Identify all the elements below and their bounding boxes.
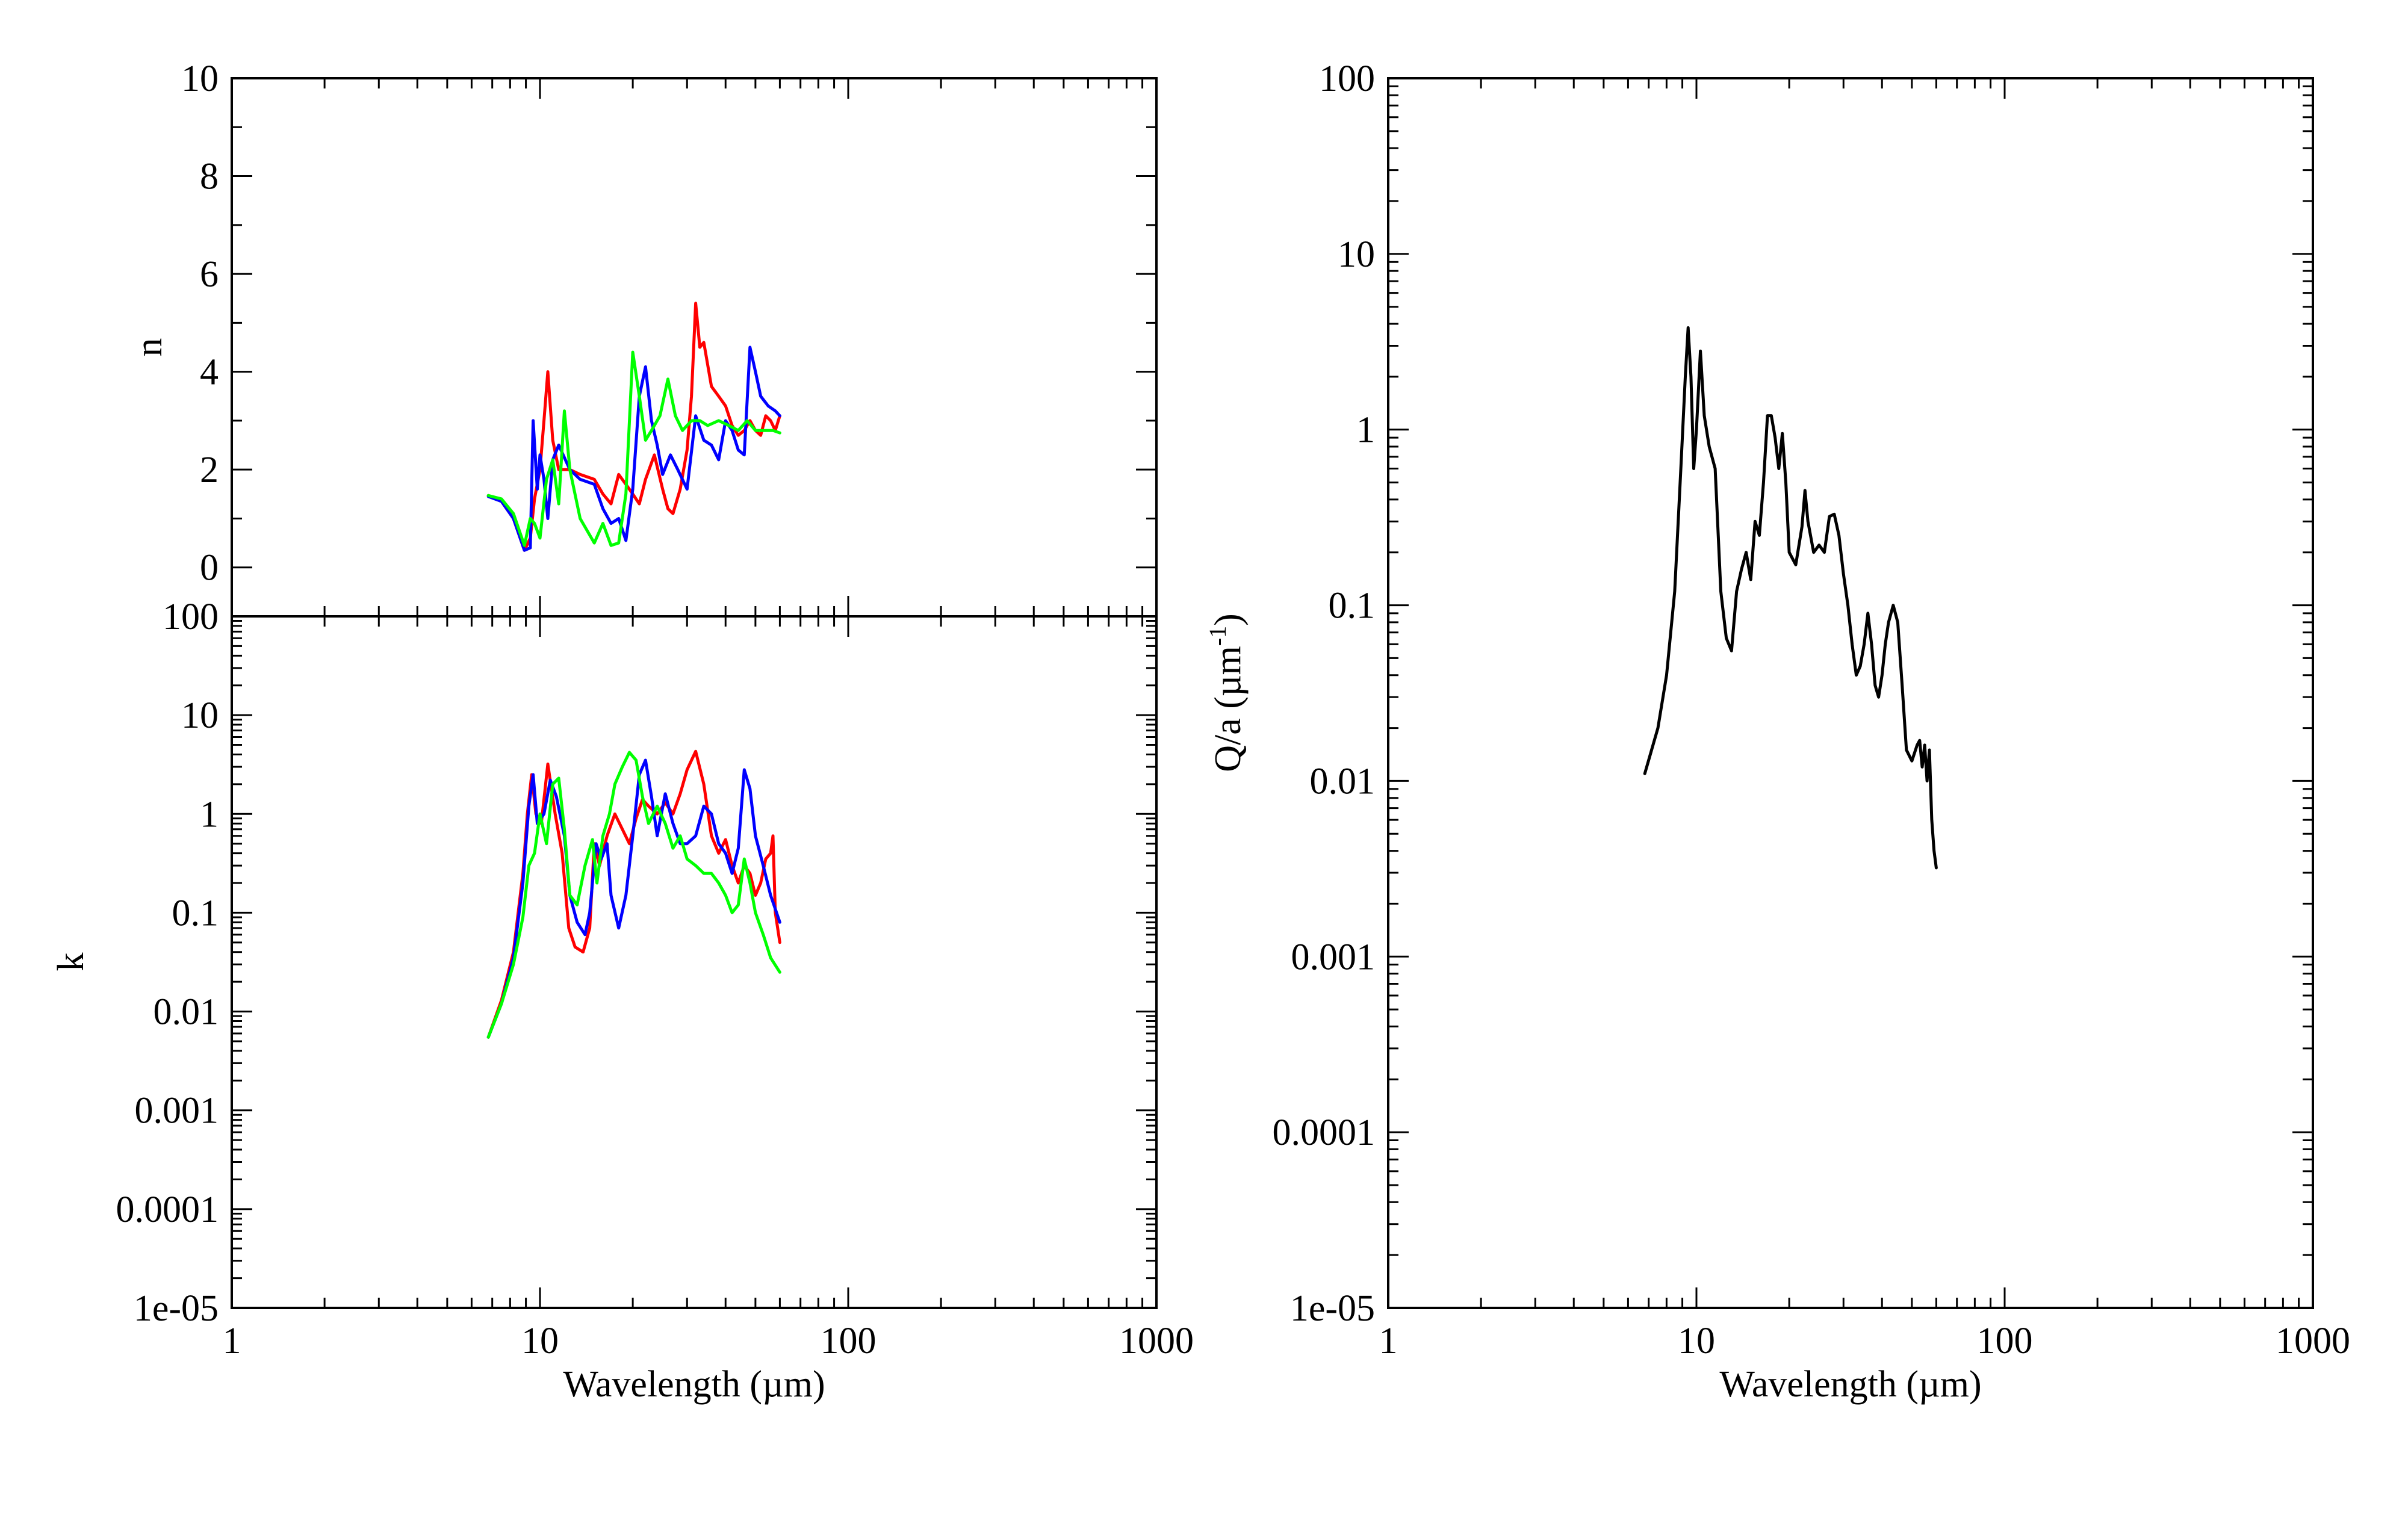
x-tick-label: 1 [1379, 1321, 1398, 1361]
y-tick-label: 1e-05 [134, 1288, 219, 1329]
y-tick-label: 4 [200, 352, 219, 393]
y-tick-label: 1 [200, 794, 219, 835]
x-tick-label: 100 [821, 1321, 877, 1361]
k-panel-frame [231, 615, 1158, 1309]
q-panel: 1 10 100 10001e-050.00010.0010.010.1110100 … [1204, 58, 2350, 1405]
k-panel-tick-labels: 1 10 100 1000 1e-05 0.0001 0.001 0.01 0.1 1 10 100 [116, 596, 1194, 1361]
y-tick-label: 6 [200, 254, 219, 295]
x-tick-label: 10 [521, 1321, 559, 1361]
k-panel: 1 10 100 10001e-050.00010.0010.010.1110100 … [51, 596, 1194, 1405]
k-panel-series-1-line [486, 758, 781, 1039]
y-tick-label: 10 [181, 58, 219, 99]
y-tick-label: 0.001 [1291, 937, 1376, 977]
q-panel-x-axis-label: Wavelength (µm) [1719, 1364, 1981, 1405]
y-tick-label: 1 [1356, 410, 1375, 451]
k-panel-x-axis-label: Wavelength (µm) [563, 1364, 825, 1405]
n-panel-y-axis-label: n [129, 338, 170, 357]
y-tick-label: 0.01 [1310, 761, 1376, 802]
q-panel-tick-labels: 1 10 100 1000 1e-05 0.0001 0.001 0.01 0.1 1 10 100 [1273, 58, 2351, 1361]
k-panel-y-axis-label: k [51, 953, 92, 971]
y-tick-label: 0.0001 [116, 1189, 219, 1230]
y-tick-label: 10 [1338, 234, 1375, 275]
q-panel-series-0-line [1643, 326, 1938, 870]
y-tick-label: 100 [163, 596, 219, 637]
k-panel-ticks [231, 615, 1158, 1309]
q-panel-plot-area [1643, 326, 1938, 870]
x-tick-label: 100 [1977, 1321, 2033, 1361]
n-panel-series-0-line [486, 302, 781, 552]
y-tick-label: 0.001 [135, 1091, 219, 1132]
x-tick-label: 1000 [1119, 1321, 1194, 1361]
y-tick-label: 1e-05 [1290, 1288, 1375, 1329]
q-panel-y-axis-label: Q/a (µm-1) [1204, 613, 1249, 772]
x-tick-label: 1000 [2276, 1321, 2350, 1361]
y-tick-label: 100 [1319, 58, 1375, 99]
n-panel-series-1-line [486, 345, 781, 552]
y-tick-label: 0 [200, 548, 219, 589]
y-tick-label: 8 [200, 156, 219, 197]
q-panel-frame [1387, 77, 2314, 1309]
k-panel-series-2-line [486, 751, 781, 1039]
k-panel-plot-area [486, 749, 781, 1039]
n-panel-series-2-line [486, 350, 781, 547]
q-panel-y-axis-label-main: Q/a (µm [1208, 646, 1249, 772]
n-panel-ticks [231, 77, 1158, 618]
n-panel-tick-labels: 0 2 4 6 8 10 [181, 58, 219, 589]
y-tick-label: 0.1 [172, 893, 219, 934]
q-panel-y-axis-label-close: ) [1208, 613, 1249, 626]
y-tick-label: 0.1 [1329, 586, 1376, 627]
y-tick-label: 2 [200, 450, 219, 491]
n-panel-plot-area [486, 302, 781, 552]
y-tick-label: 0.01 [154, 992, 219, 1033]
q-panel-y-axis-label-superscript: -1 [1204, 626, 1231, 646]
y-tick-label: 10 [181, 695, 219, 736]
x-tick-label: 10 [1678, 1321, 1715, 1361]
x-tick-label: 1 [223, 1321, 241, 1361]
y-tick-label: 0.0001 [1273, 1112, 1376, 1153]
